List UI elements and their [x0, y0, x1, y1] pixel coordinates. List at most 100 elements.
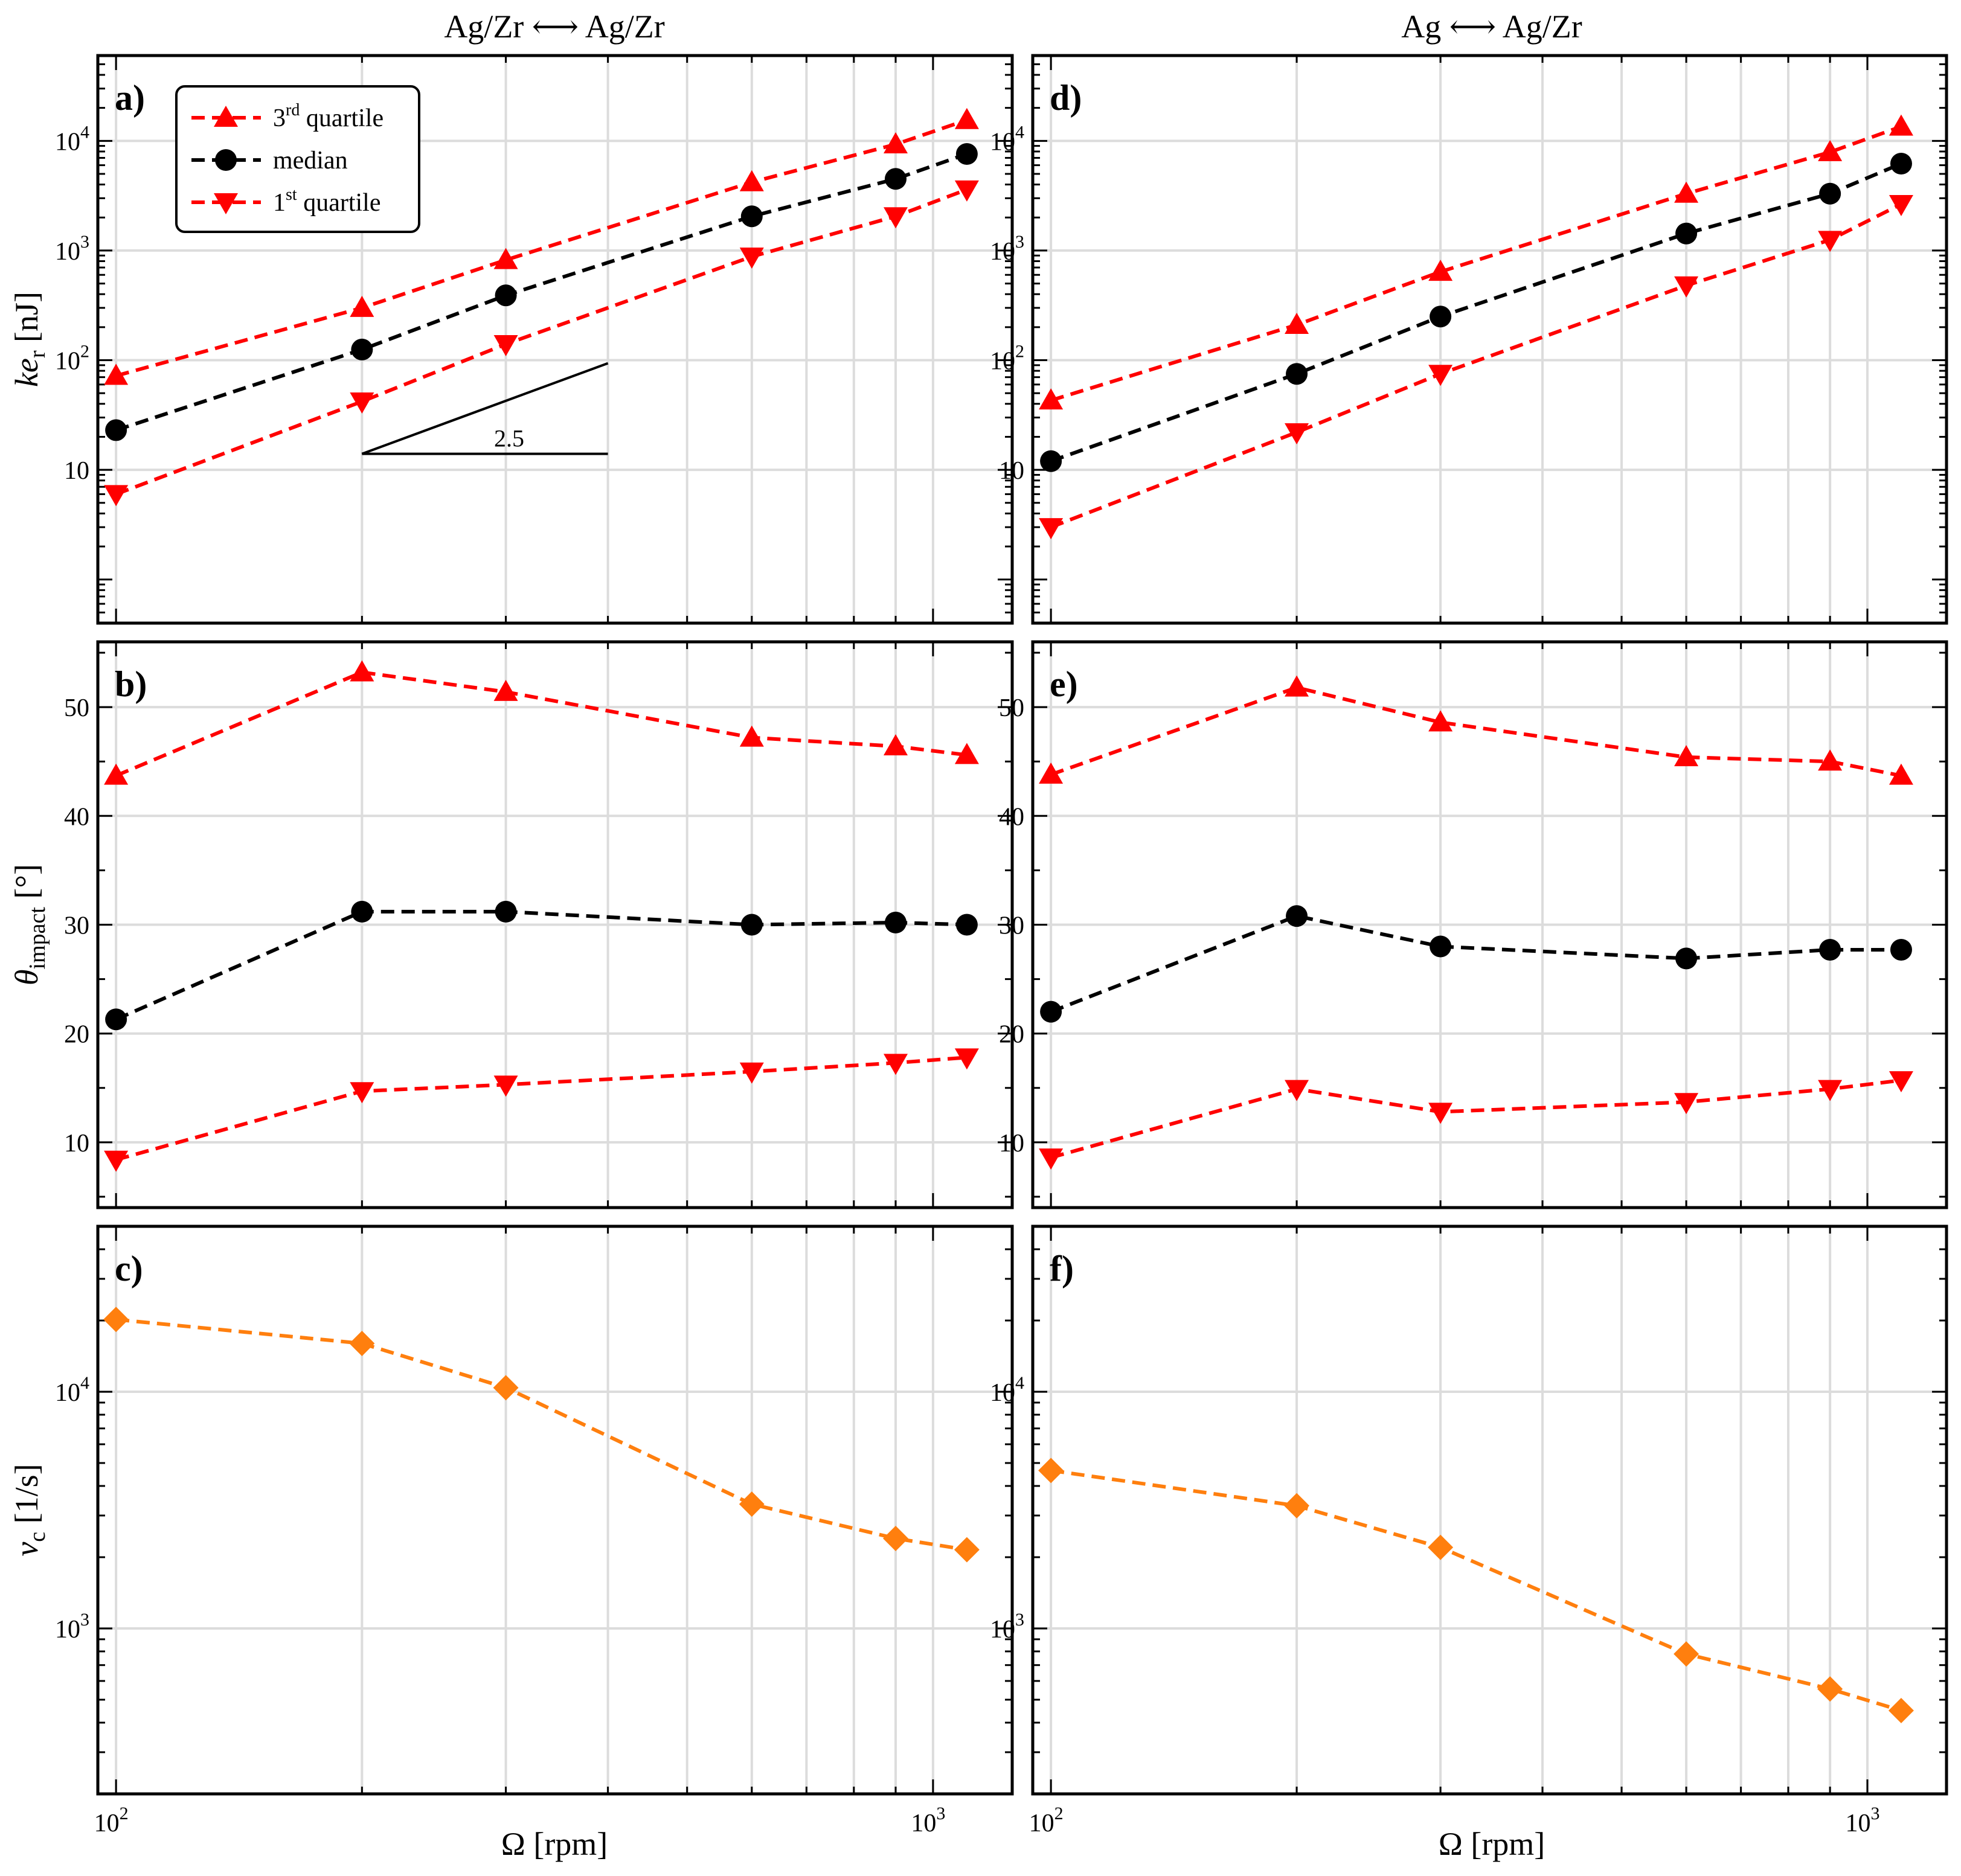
- panel-b: 10 20 30 40 50 θimpact [°] b): [8, 640, 1014, 1209]
- legend-marker: [215, 149, 237, 171]
- y-tick-label: 20: [999, 1021, 1024, 1049]
- panel-c: 103 104 102 103 νc [1/s] c): [8, 1225, 1014, 1837]
- data-point-marker: [885, 911, 907, 933]
- legend-label: median: [273, 147, 348, 174]
- y-tick-label: 102: [990, 342, 1024, 376]
- data-point-marker: [104, 1150, 129, 1172]
- data-point-marker: [1428, 1534, 1454, 1560]
- series-line: [115, 152, 968, 432]
- y-tick-label: 104: [55, 122, 89, 156]
- y-axis-label: θimpact [°]: [8, 864, 50, 985]
- x-tick-label: 103: [1845, 1804, 1879, 1837]
- axes-frame: [96, 640, 1014, 1209]
- data-point-marker: [495, 284, 517, 307]
- data-point-marker: [1038, 1458, 1064, 1484]
- data-point-marker: [351, 338, 373, 360]
- data-point-marker: [1428, 365, 1453, 386]
- data-point-marker: [1889, 114, 1913, 136]
- axes-frame: [96, 54, 1014, 625]
- series-line: [1050, 162, 1902, 463]
- series-line: [1050, 1468, 1902, 1712]
- data-point-marker: [955, 142, 978, 165]
- axes-frame: [96, 1225, 1014, 1796]
- data-point-marker: [954, 180, 979, 202]
- data-point-marker: [883, 1525, 909, 1551]
- data-point-marker: [884, 132, 908, 154]
- data-point-marker: [493, 1075, 518, 1097]
- data-point-marker: [1819, 182, 1841, 205]
- data-point-marker: [1817, 1676, 1843, 1702]
- panel-d: 10 102 103 104 d): [990, 54, 1948, 625]
- panel-e: 10 20 30 40 50 e): [999, 640, 1948, 1209]
- y-tick-label: 10: [999, 457, 1024, 485]
- y-tick-label: 103: [990, 232, 1024, 266]
- data-point-marker: [1675, 947, 1698, 970]
- y-tick-label: 50: [64, 694, 89, 722]
- data-point-marker: [954, 1048, 979, 1070]
- data-point-marker: [739, 1062, 764, 1084]
- y-tick-label: 103: [990, 1610, 1024, 1644]
- x-tick-label: 102: [94, 1804, 129, 1837]
- data-point-marker: [105, 1008, 127, 1031]
- data-point-marker: [1040, 450, 1062, 472]
- y-tick-label: 104: [55, 1373, 89, 1407]
- y-tick-label: 104: [990, 1373, 1024, 1407]
- panel-label: c): [115, 1249, 143, 1289]
- y-tick-label: 103: [55, 232, 89, 266]
- data-point-marker: [1285, 675, 1309, 697]
- data-point-marker: [1674, 1093, 1699, 1115]
- x-tick-label: 102: [1029, 1804, 1064, 1837]
- series-line: [1050, 124, 1902, 402]
- data-point-marker: [954, 107, 979, 129]
- data-point-marker: [493, 335, 518, 356]
- legend: 3rd quartile median 1st quartile: [175, 85, 420, 233]
- data-point-marker: [739, 248, 764, 269]
- data-point-marker: [349, 1330, 375, 1356]
- data-point-marker: [740, 205, 763, 228]
- data-point-marker: [351, 900, 373, 923]
- data-point-marker: [954, 743, 979, 764]
- axes-frame: [1031, 1225, 1948, 1796]
- data-point-marker: [1430, 935, 1452, 958]
- y-tick-label: 40: [64, 803, 89, 831]
- data-point-marker: [884, 1054, 908, 1075]
- data-point-marker: [1889, 1071, 1913, 1093]
- data-point-marker: [1818, 231, 1843, 252]
- data-point-marker: [493, 248, 518, 269]
- data-point-marker: [350, 660, 374, 682]
- series-line: [1050, 685, 1902, 778]
- y-tick-label: 104: [990, 122, 1024, 156]
- data-point-marker: [955, 914, 978, 936]
- data-point-marker: [1285, 313, 1309, 335]
- x-axis-label-right: Ω [rpm]: [1439, 1826, 1545, 1862]
- data-point-marker: [1286, 363, 1308, 385]
- data-point-marker: [350, 295, 374, 317]
- data-point-marker: [1284, 1493, 1310, 1519]
- data-point-marker: [1674, 1641, 1699, 1667]
- y-tick-label: 20: [64, 1021, 89, 1049]
- data-point-marker: [1428, 260, 1453, 281]
- data-point-marker: [1039, 1148, 1064, 1170]
- legend-label: 3rd quartile: [273, 101, 384, 132]
- series-line: [115, 1055, 968, 1162]
- data-point-marker: [1040, 1000, 1062, 1023]
- data-point-marker: [884, 734, 908, 755]
- data-point-marker: [1890, 153, 1912, 175]
- panels-layer: 10 102 103 104 ker [nJ] a) 2.5 3rd quartile medi…: [8, 54, 1948, 1837]
- data-point-marker: [104, 363, 129, 385]
- series-line: [115, 1317, 968, 1552]
- series-line: [1050, 914, 1901, 1014]
- data-point-marker: [1039, 762, 1064, 784]
- slope-label: 2.5: [494, 425, 524, 452]
- panel-label: f): [1050, 1249, 1074, 1289]
- data-point-marker: [1889, 763, 1913, 785]
- data-point-marker: [1428, 1103, 1453, 1124]
- data-point-marker: [1818, 1080, 1843, 1101]
- legend-marker: [214, 193, 238, 214]
- data-point-marker: [104, 763, 129, 785]
- y-axis-label: ker [nJ]: [8, 292, 50, 387]
- data-point-marker: [1890, 938, 1912, 961]
- data-point-marker: [885, 168, 907, 190]
- data-point-marker: [739, 170, 764, 191]
- panel-a: 10 102 103 104 ker [nJ] a) 2.5 3rd quartile medi…: [8, 54, 1014, 625]
